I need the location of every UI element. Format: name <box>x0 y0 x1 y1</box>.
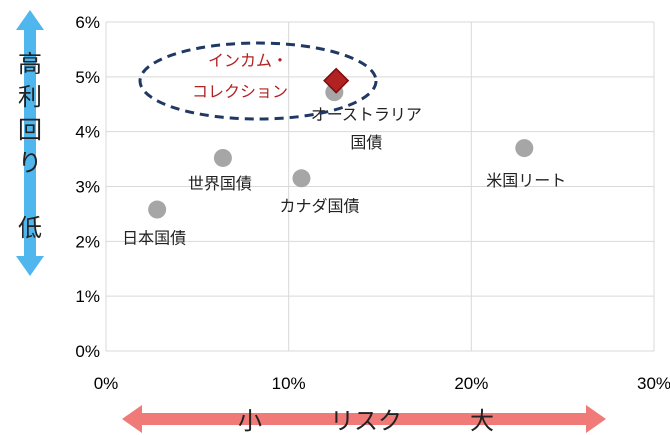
gridlines <box>105 21 655 352</box>
x-annotation-small: 小 <box>238 407 262 435</box>
y-annotation-arrow <box>16 10 44 276</box>
x-tick-label: 30% <box>637 374 670 393</box>
data-point-label-line2: 国債 <box>350 133 382 152</box>
data-point-marker <box>292 169 311 188</box>
y-tick-label: 6% <box>75 13 100 32</box>
data-point-label: カナダ国債 <box>279 196 359 215</box>
data-point-label: 日本国債 <box>122 229 186 248</box>
y-tick-label: 0% <box>75 342 100 361</box>
y-tick-label: 5% <box>75 68 100 87</box>
y-annotation-char-4: り <box>18 149 42 177</box>
data-point-marker <box>148 200 167 219</box>
y-tick-label: 4% <box>75 123 100 142</box>
y-annotation-char-1: 高 <box>18 50 42 78</box>
highlight-diamond-marker <box>323 67 350 94</box>
x-tick-labels: 0% 10% 20% 30% <box>94 374 670 393</box>
data-points <box>148 83 534 219</box>
x-tick-label: 0% <box>94 374 119 393</box>
y-annotation-char-2: 利 <box>18 83 42 111</box>
data-point-label: オーストラリア <box>311 105 422 124</box>
highlight-label-line2: コレクション <box>192 82 288 101</box>
data-point-label: 世界国債 <box>188 174 252 193</box>
data-point-marker <box>515 139 534 158</box>
highlight-ellipse <box>138 41 378 121</box>
x-annotation-risk: リスク <box>330 407 402 435</box>
y-tick-label: 2% <box>75 232 100 251</box>
y-tick-label: 3% <box>75 178 100 197</box>
highlight-label-line1: インカム・ <box>208 51 288 70</box>
data-point-label: 米国リート <box>486 171 566 190</box>
y-tick-labels: 0% 1% 2% 3% 4% 5% 6% <box>75 13 100 361</box>
x-tick-label: 10% <box>272 374 306 393</box>
x-annotation-arrow <box>122 405 606 433</box>
y-annotation-low: 低 <box>18 214 42 242</box>
y-tick-label: 1% <box>75 287 100 306</box>
x-annotation-large: 大 <box>470 407 494 435</box>
data-point-marker <box>213 148 232 167</box>
x-tick-label: 20% <box>454 374 488 393</box>
y-annotation-char-3: 回 <box>18 116 42 144</box>
